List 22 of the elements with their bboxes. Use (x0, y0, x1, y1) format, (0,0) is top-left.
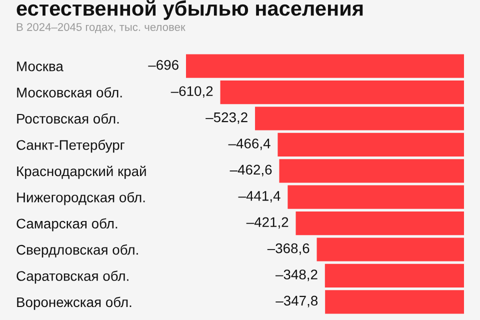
data-label: –466,4 (228, 138, 270, 150)
data-label: –441,4 (238, 191, 280, 202)
y-tick-label: Свердловская обл. (16, 244, 138, 258)
y-tick-label: Санкт-Петербург (16, 140, 125, 153)
y-tick-label: Нижегородская обл. (17, 192, 145, 206)
data-label: –368,6 (267, 243, 310, 255)
data-label: –610,2 (170, 86, 213, 98)
data-label: –696 (148, 60, 178, 70)
data-label: –347,8 (276, 296, 318, 308)
y-tick-label: Московская обл. (17, 87, 122, 98)
chart-subtitle: В 2024–2045 годах, тыс. человек (16, 23, 186, 34)
y-tick-label: Ростовская обл. (17, 113, 119, 124)
chart-title: естественной убылью населения (16, 0, 363, 20)
y-tick-label: Самарская обл. (16, 218, 118, 232)
data-label: –462,6 (230, 164, 272, 176)
y-tick-label: Краснодарский край (17, 166, 146, 179)
data-label: –523,2 (206, 112, 248, 124)
data-label: –348,2 (276, 270, 318, 282)
y-tick-label: Воронежская обл. (17, 296, 132, 310)
y-tick-label: Москва (17, 62, 64, 72)
y-tick-label: Саратовская обл. (16, 270, 128, 284)
data-label: –421,2 (246, 217, 288, 229)
